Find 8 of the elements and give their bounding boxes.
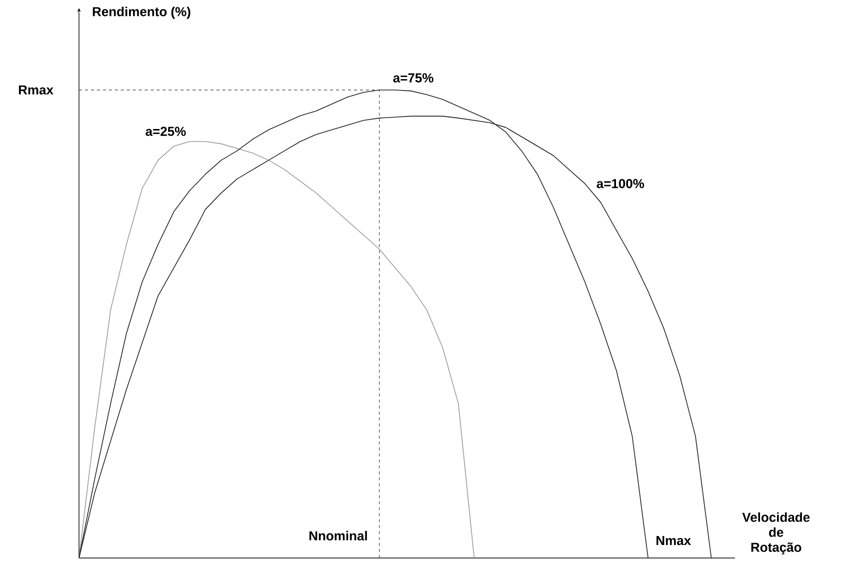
text: Rendimento (%) [92,6,190,19]
annotation: Nmax [656,536,691,546]
annotation: Nnominal [309,530,367,540]
ref-line-label: Rmax [18,85,54,95]
x-axis-title: Velocidade de Rotação [742,512,810,554]
series-label: a=75% [393,73,434,82]
series-label: a=25% [146,126,186,136]
series-label: a=100% [596,178,644,188]
